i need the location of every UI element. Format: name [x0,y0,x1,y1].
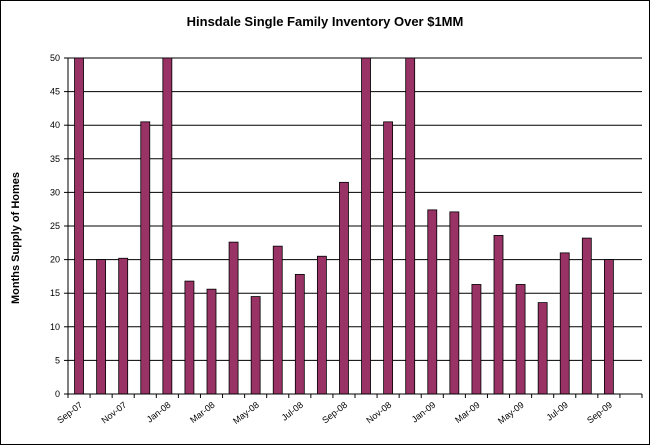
bar [140,121,151,395]
y-tick-label: 45 [50,87,60,97]
x-tick-label: Jan-09 [410,400,438,425]
bar [96,259,107,395]
y-axis-ticks: 0 5 10 15 20 25 30 35 40 45 50 [50,53,68,399]
y-tick-label: 40 [50,120,60,130]
bar [206,288,217,395]
bar [228,241,239,395]
x-axis-ticks: Sep-07 Nov-07 Jan-08 Mar-08 May-08 Jul-08 Sep-… [55,394,643,426]
chart-title: Hinsdale Single Family Inventory Over $1… [186,14,464,29]
x-tick-label: Nov-08 [364,400,393,426]
x-tick-label: Jul-08 [280,400,305,423]
bar [383,121,394,395]
x-tick-label: Nov-07 [99,400,128,426]
x-tick-label: May-09 [496,400,526,426]
x-tick-label: May-08 [231,400,261,426]
bar [515,284,526,395]
bar [162,57,173,395]
bar [294,273,305,395]
bar [493,235,504,395]
x-tick-label: Sep-07 [55,400,84,426]
bar [361,57,371,395]
y-tick-label: 35 [50,154,60,164]
y-tick-label: 10 [50,322,60,332]
x-tick-label: Jul-09 [544,400,569,423]
bar [559,252,570,395]
bars [74,57,614,395]
x-tick-label: Mar-08 [188,400,217,425]
y-tick-label: 50 [50,53,60,63]
x-tick-label: Mar-09 [453,400,482,425]
bar [316,255,327,395]
bar [471,284,482,395]
bar [449,211,460,395]
x-tick-label: Sep-09 [585,400,614,426]
bar [184,280,195,395]
bar [427,209,438,395]
bar [272,245,283,395]
bar [581,237,592,395]
gridlines [68,57,642,361]
y-tick-label: 20 [50,255,60,265]
y-tick-label: 30 [50,187,60,197]
bar [405,57,416,395]
bar [118,257,129,395]
y-tick-label: 15 [50,288,60,298]
bar [250,296,261,395]
y-tick-label: 0 [55,389,60,399]
x-tick-label: Sep-08 [320,400,349,426]
y-tick-label: 5 [55,355,60,365]
y-tick-label: 25 [50,221,60,231]
x-tick-label: Jan-08 [145,400,173,425]
bar [537,302,548,395]
bar [74,57,84,395]
bar [339,181,349,395]
bar [603,259,614,395]
